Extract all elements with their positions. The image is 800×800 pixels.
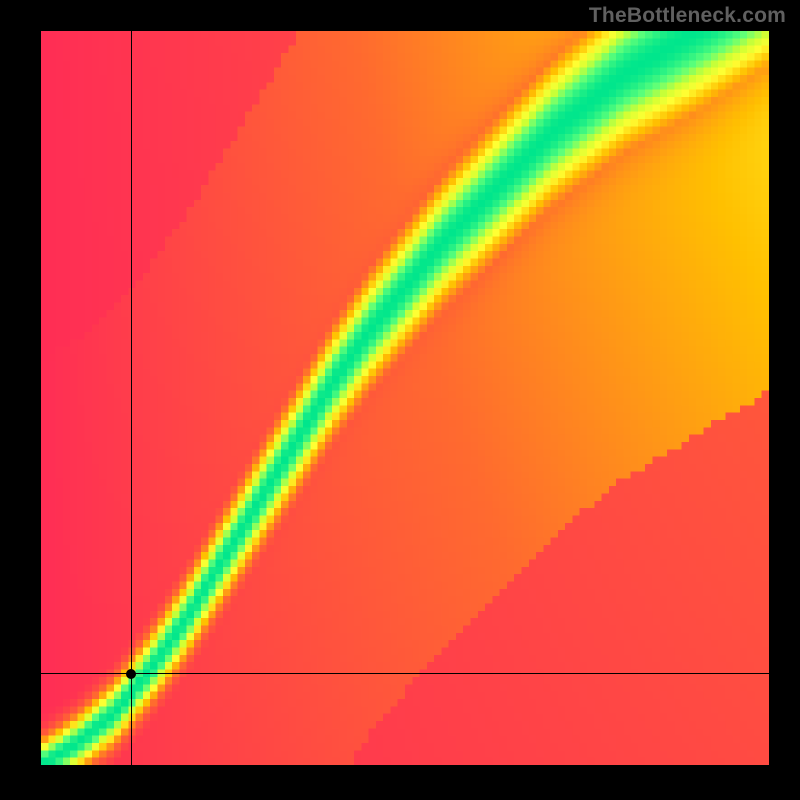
crosshair-vertical	[131, 31, 132, 765]
heatmap-canvas	[41, 31, 769, 765]
chart-frame: TheBottleneck.com	[0, 0, 800, 800]
crosshair-horizontal	[41, 673, 769, 674]
watermark-text: TheBottleneck.com	[589, 4, 786, 28]
